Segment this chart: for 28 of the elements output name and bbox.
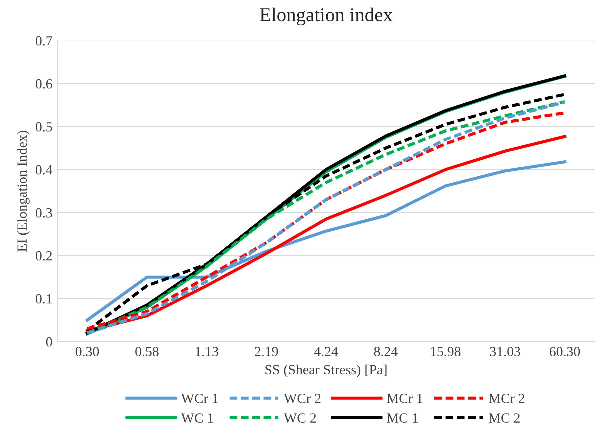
x-tick-label: 0.30: [76, 347, 100, 357]
x-tick-label: 1.13: [196, 347, 218, 357]
x-tick-label: 0.58: [136, 347, 159, 357]
y-tick-label: 0.2: [36, 251, 52, 261]
legend-label: WC 1: [181, 414, 214, 424]
y-tick-label: 0.5: [36, 122, 52, 132]
legend-label: MC 2: [489, 414, 520, 423]
chart-title: Elongation index: [260, 8, 393, 26]
x-tick-label: 60.30: [550, 347, 580, 357]
legend-label: WC 2: [284, 414, 316, 424]
legend-label: MCr 2: [489, 394, 525, 404]
legend-label: WCr 2: [284, 394, 321, 404]
y-tick-label: 0.4: [36, 165, 53, 175]
y-tick-label: 0: [46, 337, 52, 347]
x-tick-label: 31.03: [490, 347, 520, 357]
y-axis-title: EI (Elongation Index): [17, 131, 30, 252]
x-tick-label: 8.24: [374, 347, 398, 357]
x-tick-label: 2.19: [255, 347, 278, 357]
x-axis-title: SS (Shear Stress) [Pa]: [266, 364, 387, 378]
y-tick-label: 0.3: [36, 208, 52, 218]
legend-label: MC 1: [387, 414, 418, 423]
legend-label: MCr 1: [387, 394, 423, 404]
x-tick-label: 15.98: [431, 347, 461, 357]
y-tick-label: 0.7: [36, 36, 52, 46]
legend-label: WCr 1: [181, 394, 218, 404]
x-tick-label: 4.24: [314, 347, 338, 357]
y-tick-label: 0.1: [36, 294, 52, 304]
y-tick-label: 0.6: [36, 79, 52, 89]
